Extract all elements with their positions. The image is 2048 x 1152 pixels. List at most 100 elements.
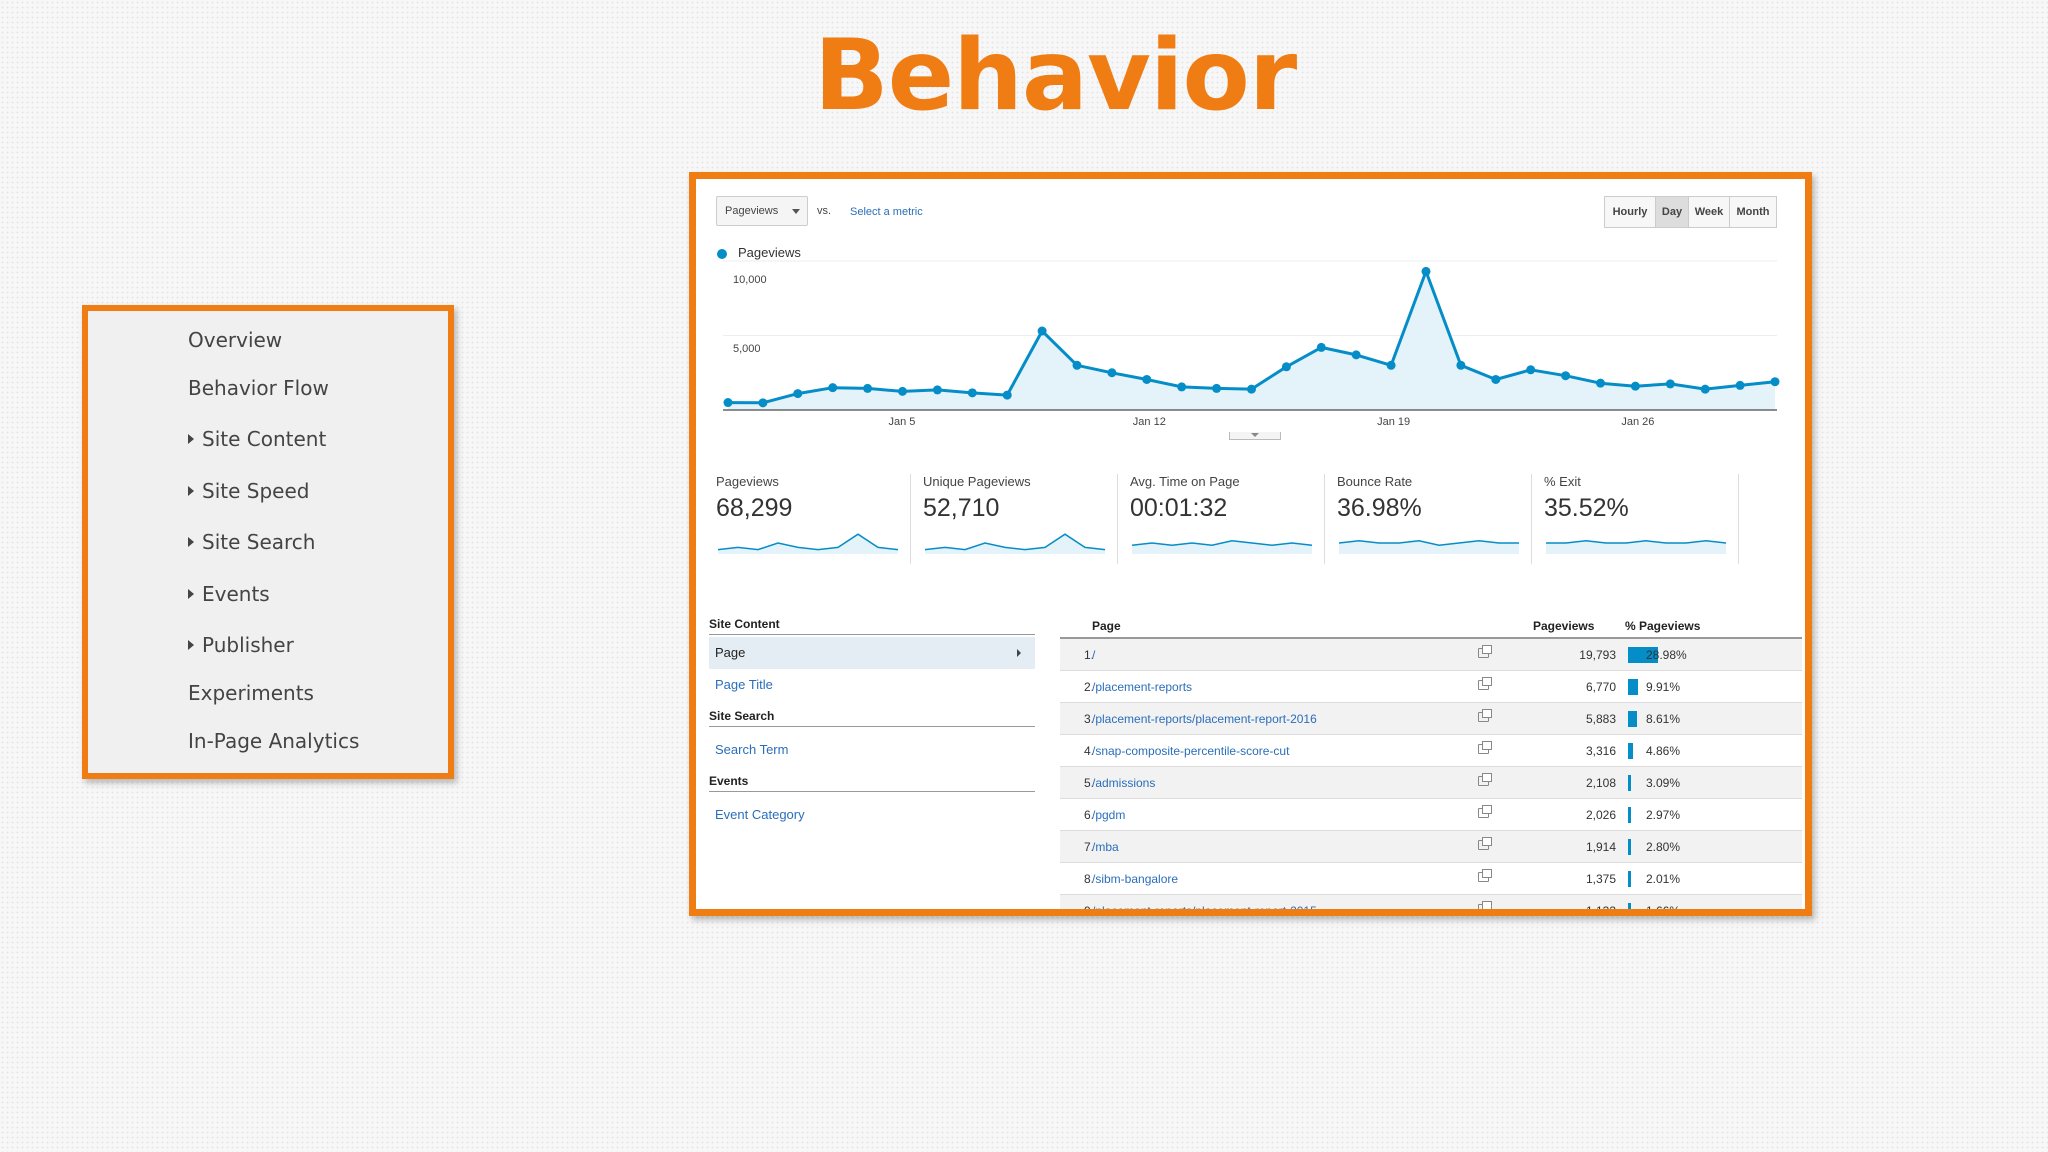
page-path-link[interactable]: /sibm-bangalore xyxy=(1092,872,1179,886)
metric-dropdown[interactable]: Pageviews xyxy=(716,196,808,226)
table-row[interactable]: 2./placement-reports 6,770 9.91% xyxy=(1060,671,1802,703)
scorecard-pageviews[interactable]: Pageviews 68,299 xyxy=(716,474,911,564)
scorecard-value: 52,710 xyxy=(923,494,1000,522)
pageviews-value: 1,133 xyxy=(1585,904,1616,916)
page-path-link[interactable]: /mba xyxy=(1092,840,1119,854)
external-link-icon[interactable] xyxy=(1478,741,1492,754)
page-path-link[interactable]: /admissions xyxy=(1092,776,1156,790)
menu-item-label: In-Page Analytics xyxy=(188,729,360,753)
page-path-link[interactable]: /placement-reports xyxy=(1092,680,1193,694)
row-index: 9. xyxy=(1083,904,1094,916)
table-row[interactable]: 8./sibm-bangalore 1,375 2.01% xyxy=(1060,863,1802,895)
series-line xyxy=(727,269,1776,405)
pct-pageviews-value: 8.61% xyxy=(1646,712,1681,726)
external-link-icon[interactable] xyxy=(1478,805,1492,818)
scorecard-exit[interactable]: % Exit 35.52% xyxy=(1544,474,1739,564)
column-header-pct-pageviews[interactable]: % Pageviews xyxy=(1625,619,1701,633)
data-point xyxy=(1630,381,1640,391)
menu-item-label: Experiments xyxy=(188,681,314,705)
sparkline-fill xyxy=(1339,540,1519,554)
share-bar xyxy=(1628,839,1631,855)
table-row[interactable]: 3./placement-reports/placement-report-20… xyxy=(1060,703,1802,735)
day-button[interactable]: Day xyxy=(1655,196,1689,228)
column-header-pageviews[interactable]: Pageviews xyxy=(1533,619,1595,633)
external-link-icon[interactable] xyxy=(1478,677,1492,690)
nav-link-search-term[interactable]: Search Term xyxy=(715,742,789,757)
table-row[interactable]: 9./placement-reports/placement-report-20… xyxy=(1060,895,1802,916)
scorecard-bounce-rate[interactable]: Bounce Rate 36.98% xyxy=(1337,474,1532,564)
select-metric-link[interactable]: Select a metric xyxy=(850,206,923,218)
pct-pageviews-value: 1.66% xyxy=(1646,904,1681,916)
nav-header-site-search: Site Search xyxy=(709,709,1035,727)
sparkline xyxy=(718,533,899,554)
x-tick-label: Jan 26 xyxy=(1621,416,1655,428)
pct-pageviews-value: 9.91% xyxy=(1646,680,1681,694)
page-path-link[interactable]: /placement-reports/placement-report-2015 xyxy=(1092,904,1317,916)
data-point xyxy=(1456,360,1466,370)
share-bar xyxy=(1628,711,1637,727)
page-path-link[interactable]: / xyxy=(1092,648,1096,662)
scorecard-label: Unique Pageviews xyxy=(923,474,1031,489)
data-point xyxy=(1351,350,1361,360)
table-row[interactable]: 1./ 19,793 28.98% xyxy=(1060,639,1802,671)
dropdown-arrow-icon xyxy=(792,209,800,214)
menu-item-in-page-analytics[interactable]: In-Page Analytics xyxy=(188,729,359,753)
nav-link-event-category[interactable]: Event Category xyxy=(715,807,805,822)
pageviews-value: 1,375 xyxy=(1585,872,1616,886)
menu-item-site-speed[interactable]: Site Speed xyxy=(188,479,309,503)
data-point xyxy=(1386,360,1396,370)
month-button[interactable]: Month xyxy=(1729,196,1777,228)
menu-item-events[interactable]: Events xyxy=(188,582,270,606)
external-link-icon[interactable] xyxy=(1478,773,1492,786)
pageviews-value: 1,914 xyxy=(1585,840,1616,854)
data-point xyxy=(1561,371,1571,381)
x-tick-label: Jan 19 xyxy=(1377,416,1411,428)
scorecard-label: Pageviews xyxy=(716,474,779,489)
scorecard-unique-pageviews[interactable]: Unique Pageviews 52,710 xyxy=(923,474,1118,564)
nav-link-page-title[interactable]: Page Title xyxy=(715,677,773,692)
table-row[interactable]: 5./admissions 2,108 3.09% xyxy=(1060,767,1802,799)
share-bar xyxy=(1628,775,1632,791)
week-button[interactable]: Week xyxy=(1688,196,1730,228)
nav-item-page[interactable]: Page xyxy=(709,637,1035,669)
menu-item-behavior-flow[interactable]: Behavior Flow xyxy=(188,376,329,400)
sparkline xyxy=(1132,540,1313,554)
row-index: 7. xyxy=(1083,840,1094,854)
sparkline-line xyxy=(925,533,1106,551)
menu-item-label: Events xyxy=(202,582,270,606)
share-bar xyxy=(1628,903,1631,909)
data-point xyxy=(967,388,977,398)
scorecard-avg-time-on-page[interactable]: Avg. Time on Page 00:01:32 xyxy=(1130,474,1325,564)
scorecard-value: 68,299 xyxy=(716,494,793,522)
external-link-icon[interactable] xyxy=(1478,901,1492,909)
data-point xyxy=(1107,368,1117,378)
page-path-link[interactable]: /snap-composite-percentile-score-cut xyxy=(1092,744,1290,758)
external-link-icon[interactable] xyxy=(1478,709,1492,722)
row-index: 3. xyxy=(1083,712,1094,726)
scorecard-label: % Exit xyxy=(1544,474,1581,489)
nav-item-label: Page xyxy=(715,645,746,660)
table-row[interactable]: 7./mba 1,914 2.80% xyxy=(1060,831,1802,863)
hourly-button[interactable]: Hourly xyxy=(1604,196,1656,228)
menu-item-site-content[interactable]: Site Content xyxy=(188,427,326,451)
external-link-icon[interactable] xyxy=(1478,645,1492,658)
data-point xyxy=(1247,384,1256,394)
page-path-link[interactable]: /pgdm xyxy=(1092,808,1126,822)
chart-resize-handle[interactable] xyxy=(1229,432,1281,440)
external-link-icon[interactable] xyxy=(1478,837,1492,850)
external-link-icon[interactable] xyxy=(1478,869,1492,882)
page-path-link[interactable]: /placement-reports/placement-report-2016 xyxy=(1092,712,1317,726)
x-tick-label: Jan 12 xyxy=(1132,416,1166,428)
table-row[interactable]: 4./snap-composite-percentile-score-cut 3,… xyxy=(1060,735,1802,767)
column-header-page[interactable]: Page xyxy=(1092,619,1121,633)
data-point xyxy=(932,385,942,395)
menu-item-site-search[interactable]: Site Search xyxy=(188,530,315,554)
menu-item-overview[interactable]: Overview xyxy=(188,328,282,352)
behavior-menu: Overview Behavior Flow Site Content Site… xyxy=(82,305,454,779)
table-row[interactable]: 6./pgdm 2,026 2.97% xyxy=(1060,799,1802,831)
sparkline-line xyxy=(1546,540,1727,544)
data-point xyxy=(1526,365,1536,375)
pageviews-line-chart xyxy=(723,260,1780,411)
menu-item-publisher[interactable]: Publisher xyxy=(188,633,294,657)
menu-item-experiments[interactable]: Experiments xyxy=(188,681,314,705)
